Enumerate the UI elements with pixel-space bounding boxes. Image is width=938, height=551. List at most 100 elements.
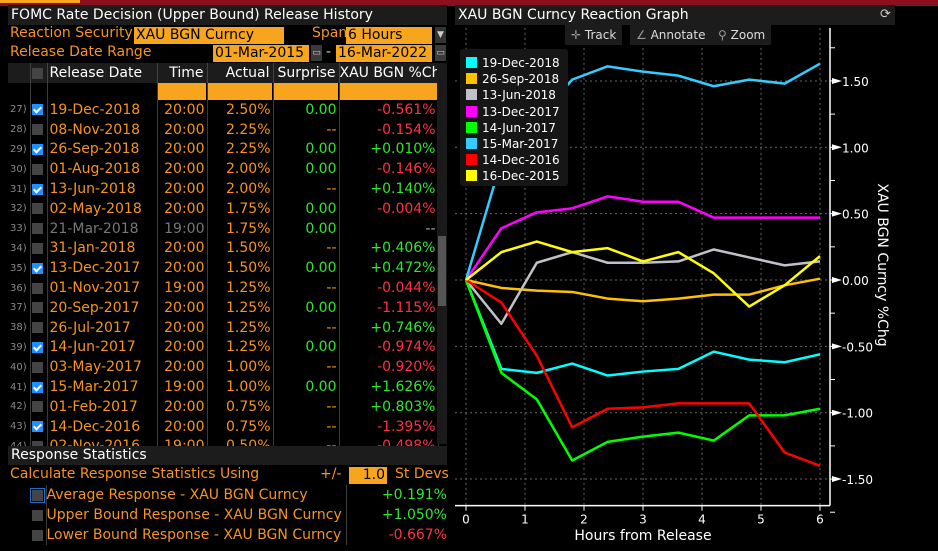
unchecked-checkbox-icon[interactable] <box>32 302 43 314</box>
table-row[interactable]: 37) 20-Sep-2017 20:00 1.25% 0.00 -1.115% <box>8 297 439 318</box>
col-chg[interactable]: XAU BGN %Chg <box>339 63 439 83</box>
legend-item[interactable]: 14-Jun-2017 <box>466 120 568 136</box>
table-row[interactable]: 42) 01-Feb-2017 20:00 0.75% -- +0.803% <box>8 396 439 417</box>
checked-checkbox-icon[interactable] <box>32 262 43 274</box>
stat-checkbox[interactable] <box>8 525 47 545</box>
legend-label: 15-Mar-2017 <box>482 136 559 151</box>
table-row[interactable]: 33) 21-Mar-2018 19:00 1.75% 0.00 -- <box>8 218 439 239</box>
row-checkbox[interactable] <box>30 297 48 318</box>
checked-checkbox-icon[interactable] <box>32 143 43 155</box>
unchecked-checkbox-icon[interactable] <box>32 322 43 334</box>
table-row[interactable]: 31) 13-Jun-2018 20:00 2.00% -- +0.140% <box>8 179 439 199</box>
surprise-filter[interactable] <box>273 83 340 100</box>
row-checkbox[interactable] <box>30 238 48 259</box>
chart-title: XAU BGN Curncy Reaction Graph <box>455 5 895 25</box>
annotate-button[interactable]: ∠ Annotate <box>630 25 712 45</box>
actual-value: 1.25% <box>207 278 274 298</box>
row-checkbox[interactable] <box>30 198 48 219</box>
table-row[interactable]: 27) 19-Dec-2018 20:00 2.50% 0.00 -0.561% <box>8 100 439 120</box>
release-date: 19-Dec-2018 <box>47 100 158 120</box>
date-from-input[interactable]: 01-Mar-2015 <box>213 45 309 62</box>
surprise-value: 0.00 <box>273 198 340 219</box>
row-checkbox[interactable] <box>30 100 48 120</box>
legend-item[interactable]: 14-Dec-2016 <box>466 152 568 168</box>
row-checkbox[interactable] <box>30 139 48 160</box>
checked-checkbox-icon[interactable] <box>32 381 43 393</box>
row-checkbox[interactable] <box>30 396 48 417</box>
track-label: Track <box>584 28 617 42</box>
row-checkbox[interactable] <box>30 258 48 279</box>
table-row[interactable]: 28) 08-Nov-2018 20:00 2.25% -- -0.154% <box>8 119 439 140</box>
row-number: 30) <box>8 159 31 180</box>
row-checkbox[interactable] <box>30 337 48 358</box>
table-row[interactable]: 39) 14-Jun-2017 20:00 1.25% 0.00 -0.974% <box>8 337 439 358</box>
track-button[interactable]: ✛ Track <box>565 25 623 45</box>
release-date: 03-May-2017 <box>47 357 158 378</box>
unchecked-checkbox-icon[interactable] <box>32 242 43 254</box>
table-row[interactable]: 35) 13-Dec-2017 20:00 1.50% 0.00 +0.472% <box>8 258 439 279</box>
reaction-security-input[interactable]: XAU BGN Curncy <box>134 27 284 44</box>
checked-checkbox-icon[interactable] <box>32 183 43 195</box>
table-row[interactable]: 36) 01-Nov-2017 19:00 1.25% -- -0.044% <box>8 278 439 298</box>
table-row[interactable]: 40) 03-May-2017 20:00 1.00% -- -0.920% <box>8 357 439 378</box>
legend-item[interactable]: 26-Sep-2018 <box>466 71 568 87</box>
release-date: 31-Jan-2018 <box>47 238 158 259</box>
unchecked-checkbox-icon[interactable] <box>32 163 43 175</box>
col-release-date[interactable]: Release Date <box>47 63 158 83</box>
checked-checkbox-icon[interactable] <box>32 104 43 116</box>
col-surprise[interactable]: Surprise <box>273 63 340 83</box>
row-checkbox[interactable] <box>30 119 48 140</box>
unchecked-checkbox-icon[interactable] <box>32 223 43 235</box>
date-to-input[interactable]: 16-Mar-2022 <box>336 45 432 62</box>
unchecked-checkbox-icon[interactable] <box>32 361 43 373</box>
row-checkbox[interactable] <box>30 218 48 239</box>
calendar-icon[interactable]: ▭ <box>435 45 446 61</box>
unchecked-checkbox-icon[interactable] <box>32 124 43 136</box>
col-time[interactable]: Time <box>157 63 208 83</box>
refresh-icon[interactable]: ⟳ <box>880 7 891 22</box>
stat-checkbox[interactable] <box>8 485 47 505</box>
row-checkbox[interactable] <box>30 317 48 338</box>
table-row[interactable]: 30) 01-Aug-2018 20:00 2.00% 0.00 -0.146% <box>8 159 439 180</box>
actual-value: 1.00% <box>207 357 274 378</box>
unchecked-checkbox-icon[interactable] <box>32 282 43 294</box>
calendar-icon[interactable]: ▭ <box>311 45 322 61</box>
row-number: 41) <box>8 377 31 397</box>
chg-filter[interactable] <box>339 83 439 100</box>
checked-checkbox-icon[interactable] <box>32 341 43 353</box>
unchecked-checkbox-icon[interactable] <box>32 401 43 413</box>
select-all-checkbox[interactable] <box>30 63 48 83</box>
unchecked-checkbox-icon[interactable] <box>32 203 43 215</box>
legend-item[interactable]: 13-Dec-2017 <box>466 104 568 120</box>
legend-item[interactable]: 13-Jun-2018 <box>466 87 568 103</box>
zoom-button[interactable]: ⚲ Zoom <box>712 25 772 45</box>
stat-checkbox[interactable] <box>8 505 47 525</box>
table-row[interactable]: 34) 31-Jan-2018 20:00 1.50% -- +0.406% <box>8 238 439 259</box>
table-row[interactable]: 38) 26-Jul-2017 20:00 1.25% -- +0.746% <box>8 317 439 338</box>
response-stats-title: Response Statistics <box>8 446 447 465</box>
time-filter[interactable] <box>157 83 208 100</box>
chevron-down-icon[interactable]: ▼ <box>435 27 446 43</box>
table-scrollbar[interactable] <box>437 63 447 444</box>
checked-checkbox-icon[interactable] <box>32 421 43 433</box>
scrollbar-thumb[interactable] <box>438 236 446 306</box>
row-checkbox[interactable] <box>30 159 48 180</box>
row-checkbox[interactable] <box>30 416 48 437</box>
stdev-input[interactable]: 1.0 <box>349 467 387 484</box>
row-checkbox[interactable] <box>30 278 48 298</box>
x-tick-label: 2 <box>580 513 588 527</box>
row-checkbox[interactable] <box>30 377 48 397</box>
table-row[interactable]: 43) 14-Dec-2016 20:00 0.75% -- -1.395% <box>8 416 439 437</box>
table-row[interactable]: 32) 02-May-2018 20:00 1.75% 0.00 -0.004% <box>8 198 439 219</box>
legend-item[interactable]: 15-Mar-2017 <box>466 136 568 152</box>
row-checkbox[interactable] <box>30 357 48 378</box>
span-select[interactable]: 6 Hours <box>346 27 432 44</box>
row-checkbox[interactable] <box>30 179 48 199</box>
actual-filter[interactable] <box>207 83 274 100</box>
col-actual[interactable]: Actual <box>207 63 274 83</box>
table-row[interactable]: 41) 15-Mar-2017 19:00 1.00% 0.00 +1.626% <box>8 377 439 397</box>
table-row[interactable]: 29) 26-Sep-2018 20:00 2.25% 0.00 +0.010% <box>8 139 439 160</box>
legend-item[interactable]: 16-Dec-2015 <box>466 168 568 184</box>
legend-item[interactable]: 19-Dec-2018 <box>466 55 568 71</box>
